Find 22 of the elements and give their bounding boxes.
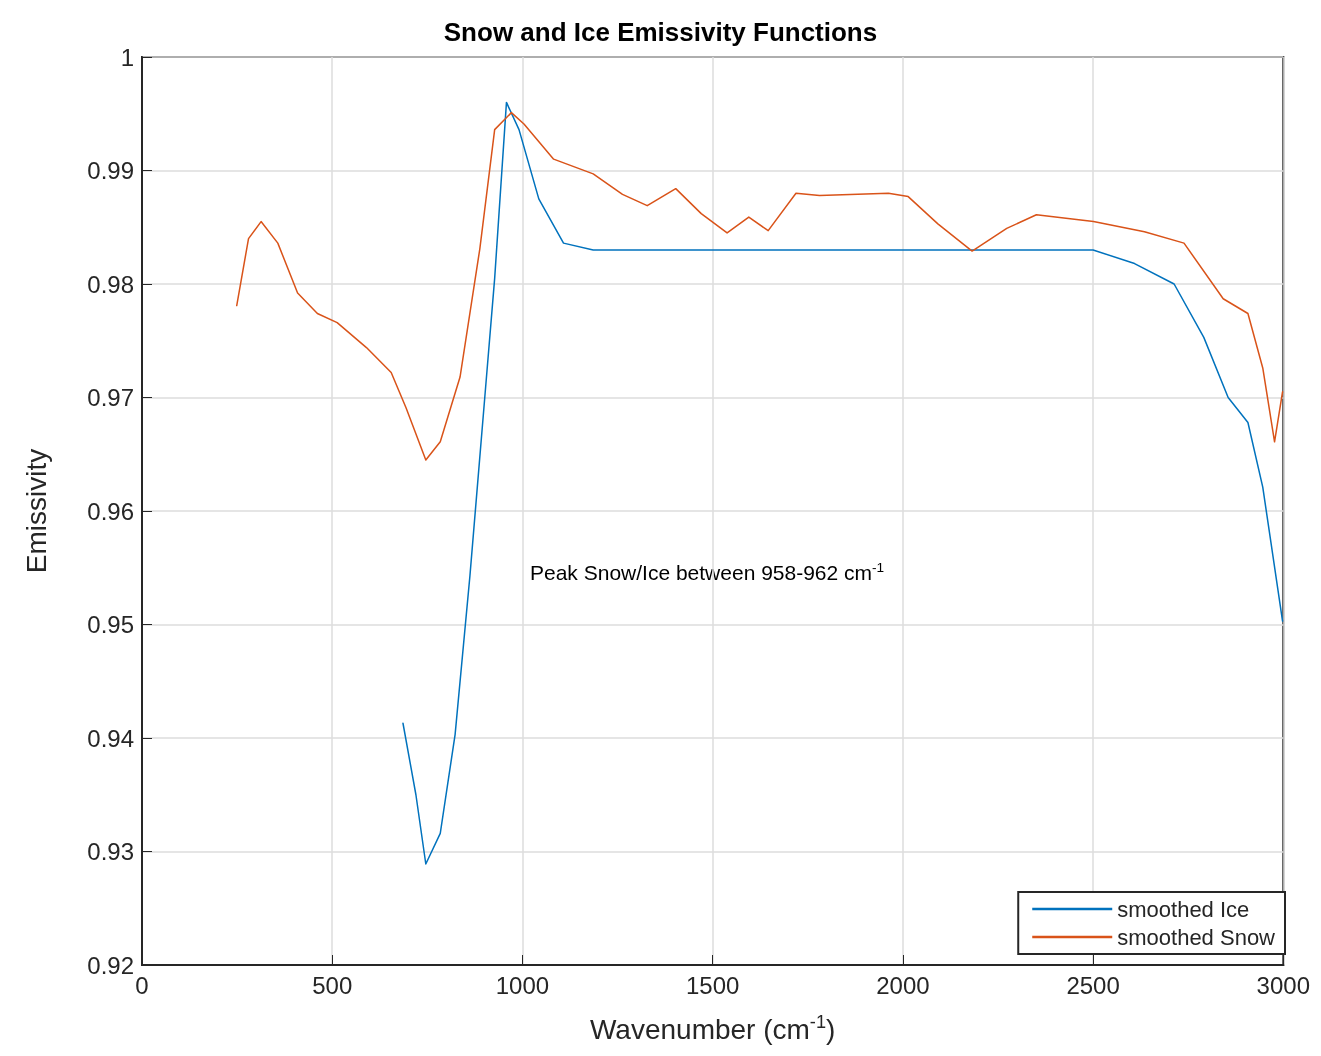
- legend-label: smoothed Snow: [1117, 924, 1276, 950]
- y-tick-label: 0.95: [87, 611, 134, 638]
- x-tick-label: 1000: [495, 971, 550, 999]
- x-tick-label: 2500: [1066, 971, 1120, 999]
- line-series: [402, 101, 1284, 865]
- legend-label: smoothed Ice: [1117, 896, 1250, 922]
- chart-title: Snow and Ice Emissivity Functions: [443, 17, 878, 47]
- y-tick-label: 0.98: [87, 270, 134, 298]
- y-tick-label: 0.96: [87, 497, 134, 525]
- y-tick-label: 1: [120, 43, 134, 71]
- y-tick-label: 0.97: [87, 384, 134, 411]
- y-axis-title: Emissivity: [20, 448, 52, 574]
- x-tick-label: 500: [312, 971, 353, 999]
- x-tick-label: 1500: [685, 971, 740, 999]
- y-tick-label: 0.99: [87, 157, 134, 184]
- y-tick-label: 0.92: [87, 951, 134, 979]
- x-tick-label: 3000: [1256, 971, 1310, 999]
- y-tick-label: 0.93: [87, 838, 134, 865]
- y-tick-label: 0.94: [87, 724, 134, 752]
- x-tick-label: 0: [135, 971, 149, 999]
- x-tick-label: 2000: [876, 971, 930, 999]
- line-series: [235, 111, 1284, 461]
